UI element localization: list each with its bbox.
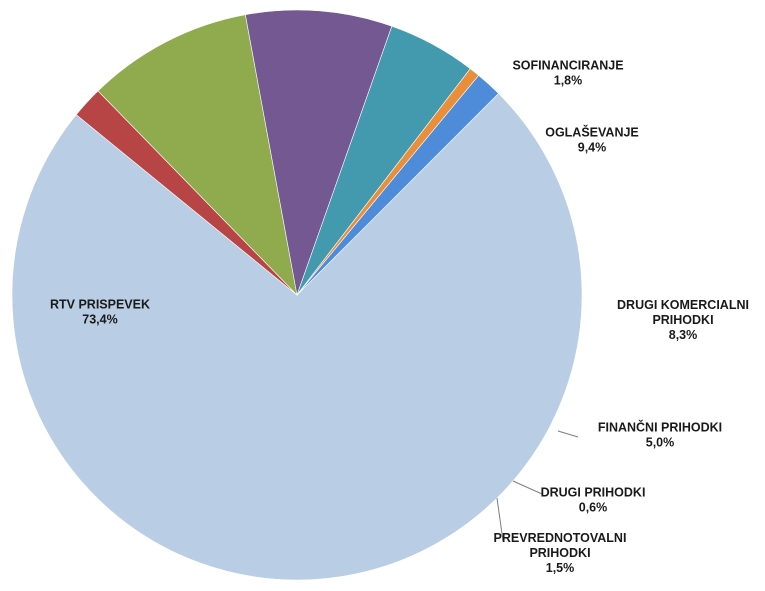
data-label-oglasevanje: OGLAŠEVANJE 9,4% (545, 125, 639, 155)
pie-slice-oglasevanje (97, 14, 298, 296)
pie-slice-prevrednotovalni-prihodki (296, 74, 499, 296)
data-label-name: PRIHODKI (652, 313, 713, 327)
data-label-name: SOFINANCIRANJE (512, 59, 623, 73)
leader-line-drugi-prihodki (512, 480, 543, 495)
data-label-sofinanciranje: SOFINANCIRANJE 1,8% (512, 59, 623, 88)
pie-slice-rtv-prispevek (11, 93, 583, 581)
leader-line-prevrednotovalni-prihodki (496, 497, 504, 542)
data-label-value: 73,4% (82, 313, 117, 327)
data-label-name: PREVREDNOTOVALNI (494, 531, 627, 545)
data-label-value: 5,0% (646, 436, 675, 450)
data-label-name: PRIHODKI (529, 546, 590, 560)
data-label-name: OGLAŠEVANJE (545, 125, 639, 140)
data-label-rtv-prispevek: RTV PRISPEVEK 73,4% (50, 298, 150, 327)
data-label-value: 1,8% (554, 74, 583, 88)
data-label-name: DRUGI PRIHODKI (541, 486, 646, 500)
data-label-name: RTV PRISPEVEK (50, 298, 150, 312)
data-label-name: DRUGI KOMERCIALNI (617, 298, 749, 312)
data-label-drugi-prihodki: DRUGI PRIHODKI 0,6% (541, 486, 646, 515)
data-label-value: 0,6% (579, 501, 608, 515)
data-label-value: 8,3% (669, 328, 698, 342)
pie-slice-drugi-komercialni-prihodki (245, 9, 393, 297)
data-label-name: FINANČNI PRIHODKI (598, 420, 722, 435)
data-label-financni-prihodki: FINANČNI PRIHODKI 5,0% (598, 420, 722, 450)
leader-line-financni-prihodki (557, 430, 579, 438)
data-label-value: 9,4% (578, 141, 607, 155)
data-label-drugi-komercialni-prihodki: DRUGI KOMERCIALNI PRIHODKI 8,3% (617, 298, 749, 342)
data-label-value: 1,5% (546, 561, 575, 575)
data-label-prevrednotovalni-prihodki: PREVREDNOTOVALNI PRIHODKI 1,5% (494, 531, 627, 575)
